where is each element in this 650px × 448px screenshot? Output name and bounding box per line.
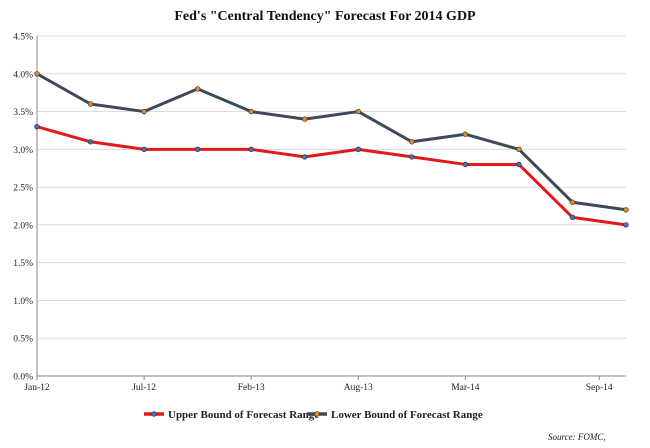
data-point <box>302 116 308 122</box>
y-tick-label: 3.0% <box>13 146 33 156</box>
x-tick-label: Aug-13 <box>344 383 373 393</box>
x-tick-label: Jul-12 <box>132 383 156 393</box>
y-tick-label: 1.0% <box>13 297 33 307</box>
data-point <box>248 108 254 115</box>
legend-swatch-marker <box>314 411 320 417</box>
y-axis-ticks: 0.0% 0.5% 1.0% 1.5% 2.0% 2.5% 3.0% 3.5% 4.0% 4.5% <box>13 33 33 383</box>
y-tick-label: 4.5% <box>13 33 33 43</box>
y-tick-label: 1.5% <box>13 259 33 269</box>
data-point <box>569 199 576 205</box>
data-point <box>623 222 629 228</box>
data-point <box>141 108 147 115</box>
x-tick-label: Mar-14 <box>451 383 480 393</box>
y-tick-label: 2.0% <box>13 221 33 231</box>
series-line-upper-bound <box>36 125 627 227</box>
data-point <box>248 146 254 153</box>
data-point <box>194 146 201 153</box>
data-point <box>409 154 415 160</box>
legend: Upper Bound of Forecast Range Lower Bound… <box>144 409 483 421</box>
x-tick-label: Feb-13 <box>238 383 265 393</box>
y-tick-label: 0.5% <box>13 335 33 345</box>
y-tick-label: 3.5% <box>13 108 33 118</box>
x-tick-label: Sep-14 <box>586 383 613 393</box>
legend-swatch-marker <box>151 411 157 417</box>
y-tick-label: 2.5% <box>13 184 33 194</box>
x-tick-label: Jan-12 <box>24 383 50 393</box>
data-point <box>355 108 361 115</box>
data-point <box>34 71 40 77</box>
data-point <box>569 214 576 221</box>
data-point <box>87 139 94 145</box>
data-point <box>409 139 415 145</box>
source-note: Source: FOMC, <box>548 432 606 442</box>
series-lines <box>34 71 629 228</box>
data-point <box>462 131 469 137</box>
data-point <box>87 101 94 107</box>
grid-lines <box>36 35 626 377</box>
y-tick-label: 4.0% <box>13 70 33 80</box>
data-point <box>516 161 522 168</box>
data-point <box>462 161 469 168</box>
chart-title: Fed's "Central Tendency" Forecast For 20… <box>174 9 476 24</box>
x-axis-ticks: Jan-12 Jul-12 Feb-13 Aug-13 Mar-14 Sep-14 <box>24 376 613 393</box>
data-point <box>516 146 522 153</box>
data-point <box>355 146 361 153</box>
legend-label: Upper Bound of Forecast Range <box>168 409 319 421</box>
data-point <box>141 146 147 153</box>
y-tick-label: 0.0% <box>13 373 33 383</box>
data-point <box>623 207 629 213</box>
data-point <box>302 154 308 160</box>
series-line-lower-bound <box>36 72 627 212</box>
data-point <box>194 86 201 92</box>
data-point <box>34 123 40 130</box>
legend-label: Lower Bound of Forecast Range <box>331 409 483 421</box>
